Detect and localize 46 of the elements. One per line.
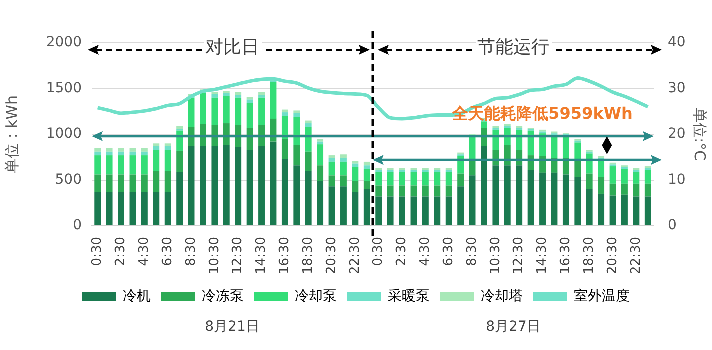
x-tick-label: 6:30 [441, 237, 456, 266]
y-tick-label: 0 [73, 218, 82, 234]
x-tick-label: 22:30 [348, 237, 363, 274]
text: 8月21日 [205, 318, 260, 336]
legend-label: 冷却泵 [295, 288, 337, 305]
legend-label: 冷机 [123, 288, 151, 305]
x-tick-label: 20:30 [605, 237, 620, 274]
legend-label: 室外温度 [574, 288, 630, 305]
legend-label: 采暖泵 [388, 288, 430, 305]
x-tick-label: 8:30 [464, 237, 480, 266]
y2-tick-label: 10 [668, 172, 686, 188]
x-tick-label: 4:30 [418, 237, 434, 266]
x-tick-label: 12:30 [512, 237, 527, 274]
x-tick-label: 2:30 [394, 237, 410, 266]
y-tick-label: 1500 [46, 80, 82, 96]
annotation: 节能运行 [476, 37, 552, 58]
x-tick-label: 2:30 [114, 237, 129, 266]
x-tick-label: 22:30 [628, 237, 644, 274]
x-tick-label: 12:30 [230, 237, 246, 274]
x-tick-label: 6:30 [160, 237, 176, 266]
x-tick-label: 16:30 [278, 237, 293, 274]
y2-tick-label: 30 [668, 80, 686, 96]
y-axis-title: 单位：kWh [2, 95, 21, 174]
x-tick-label: 18:30 [582, 237, 597, 274]
annotation: 对比日 [204, 37, 262, 58]
y2-tick-label: 40 [668, 34, 686, 51]
x-tick-label: 8:30 [184, 237, 199, 266]
x-tick-label: 4:30 [137, 237, 152, 266]
legend-label: 冷冻泵 [202, 288, 244, 305]
y2-axis-title: 单位:°C [691, 108, 710, 162]
legend-label: 冷却塔 [481, 288, 523, 305]
x-tick-label: 14:30 [535, 237, 550, 274]
x-tick-label: 20:30 [324, 237, 340, 274]
x-tick-label: 0:30 [90, 237, 106, 266]
y-tick-label: 1000 [46, 126, 82, 142]
x-tick-label: 0:30 [371, 237, 386, 266]
y-tick-label: 500 [55, 172, 82, 188]
y2-tick-label: 20 [668, 126, 686, 142]
x-tick-label: 14:30 [254, 237, 270, 274]
y-tick-label: 2000 [46, 34, 82, 51]
x-tick-label: 16:30 [558, 237, 574, 274]
x-tick-label: 10:30 [488, 237, 504, 274]
x-tick-label: 10:30 [207, 237, 222, 274]
text: 8月27日 [486, 318, 541, 336]
y2-tick-label: 0 [668, 218, 677, 234]
x-tick-label: 18:30 [300, 237, 316, 274]
